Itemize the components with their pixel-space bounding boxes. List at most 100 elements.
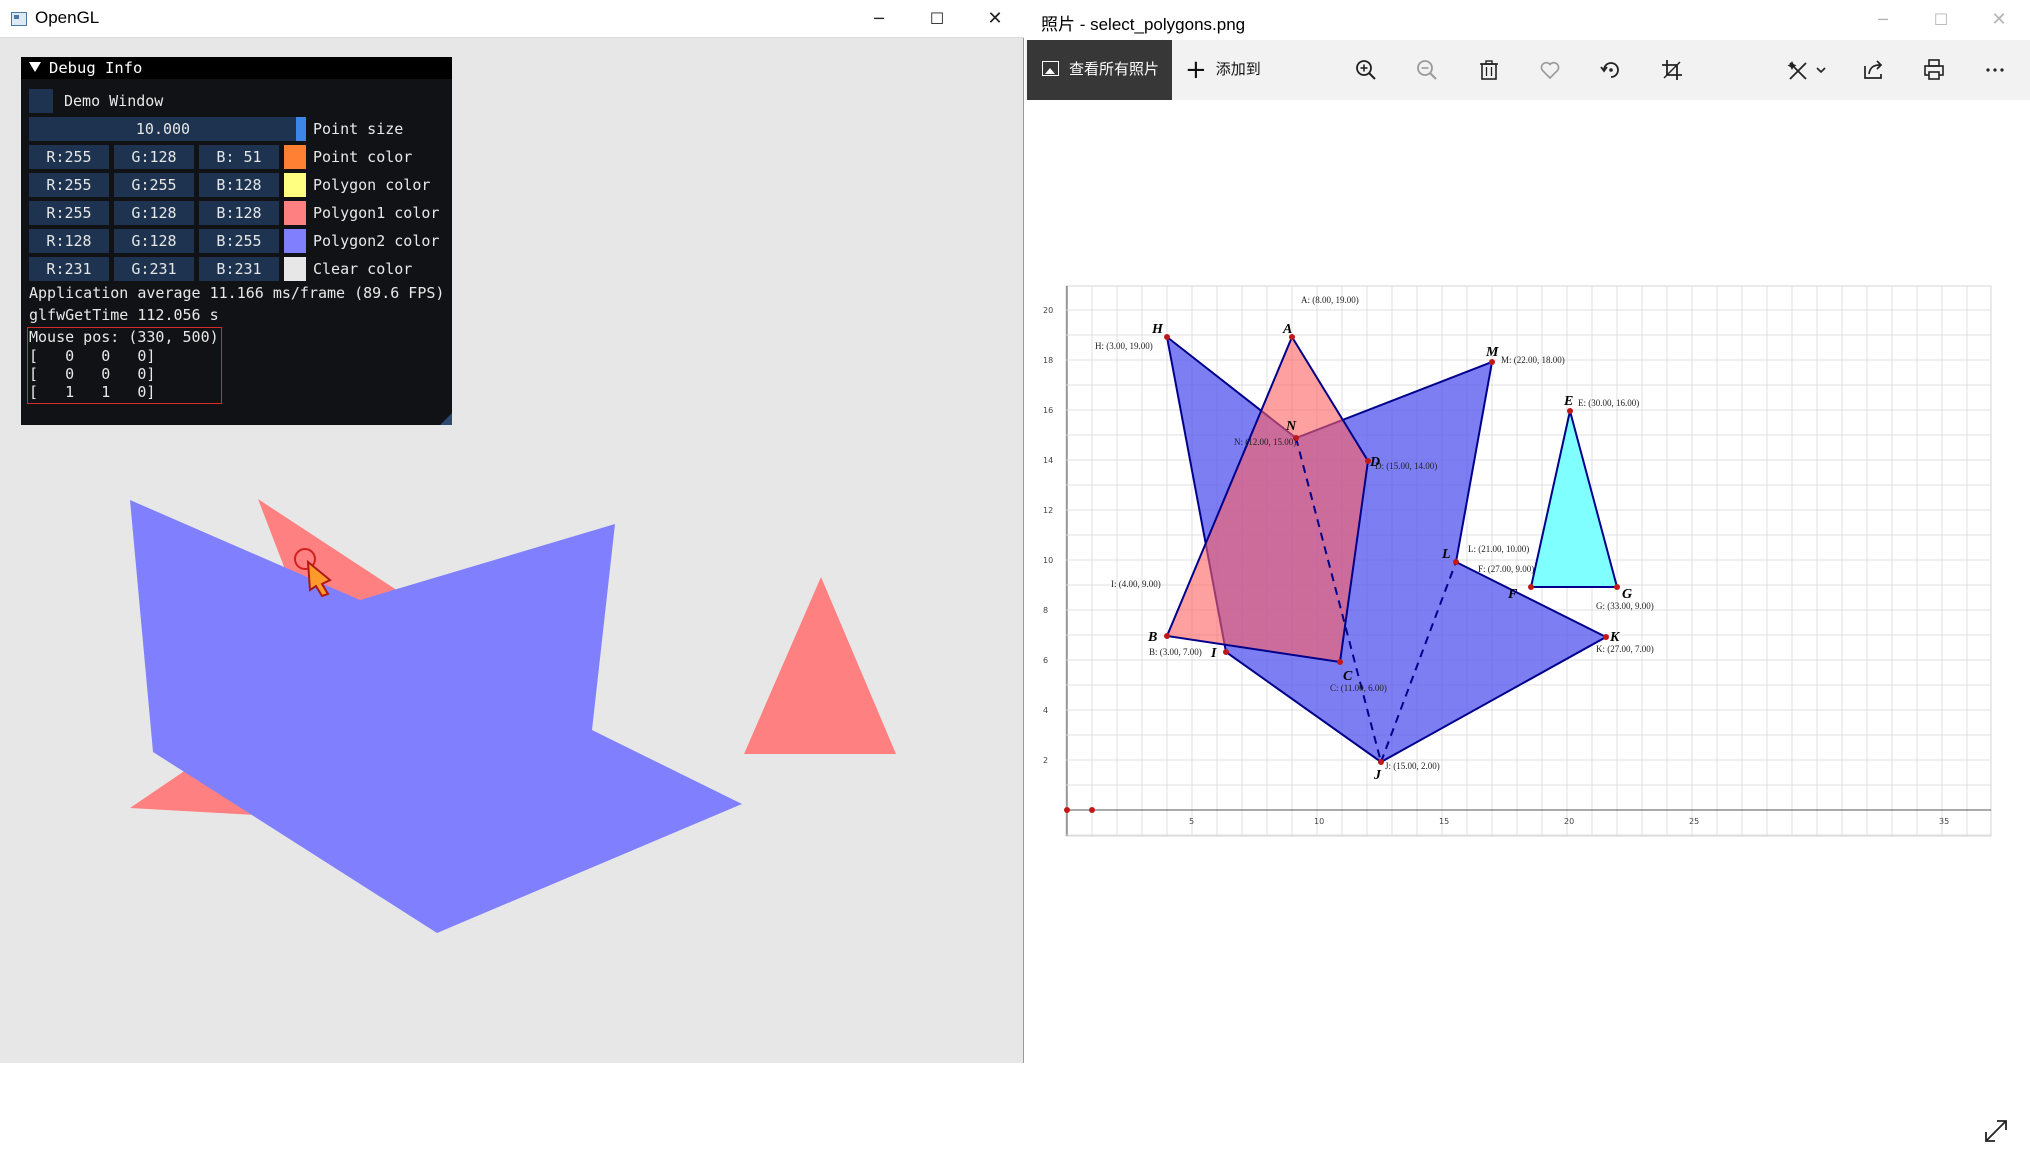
- letter-l: L: [1441, 547, 1451, 562]
- vertex-g: [1614, 584, 1620, 590]
- red-channel-input[interactable]: R:255: [29, 201, 109, 225]
- matrix-row: [ 0 0 0]: [29, 347, 156, 365]
- collapse-triangle-icon[interactable]: [29, 62, 41, 72]
- coord-label-l: L: (21.00, 10.00): [1468, 544, 1529, 554]
- print-icon[interactable]: [1916, 52, 1952, 88]
- triangle-efg-shape: [1529, 410, 1619, 588]
- mouse-cursor-icon: [294, 548, 332, 598]
- polygon1-color-swatch[interactable]: [284, 201, 306, 225]
- opengl-window: OpenGL ─ ☐ ✕ Debug Info Demo Window 10.0…: [0, 0, 1024, 1063]
- x-tick-label: 10: [1314, 817, 1324, 826]
- letter-a: A: [1282, 322, 1292, 337]
- clear-color-swatch[interactable]: [284, 257, 306, 281]
- green-channel-input[interactable]: G:128: [114, 201, 194, 225]
- coord-label-e: E: (30.00, 16.00): [1578, 398, 1639, 408]
- origin-marker: [1089, 807, 1095, 813]
- letter-f: F: [1507, 587, 1518, 602]
- y-tick-label: 12: [1043, 506, 1053, 515]
- photos-window-title: 照片 - select_polygons.png: [1041, 15, 1246, 34]
- point-size-label: Point size: [313, 120, 404, 138]
- blue-channel-input[interactable]: B:128: [199, 201, 279, 225]
- expand-fullscreen-icon[interactable]: [1980, 1115, 2012, 1147]
- close-button[interactable]: ✕: [987, 8, 1003, 29]
- polygon-plot-image: 5 10 15 20 25 35 2 4 6 8 10 12 14 16 18 20: [1043, 285, 1992, 837]
- y-tick-label: 16: [1043, 406, 1053, 415]
- rotate-icon[interactable]: [1593, 52, 1629, 88]
- vertex-i: [1223, 649, 1229, 655]
- coord-label-h: H: (3.00, 19.00): [1095, 341, 1153, 351]
- crop-icon[interactable]: [1654, 52, 1690, 88]
- favorite-icon[interactable]: [1532, 52, 1568, 88]
- vertex-k: [1603, 634, 1609, 640]
- vertex-markers: [1064, 334, 1620, 813]
- vertex-h: [1164, 334, 1170, 340]
- polygon-color-swatch[interactable]: [284, 173, 306, 197]
- red-channel-input[interactable]: R:255: [29, 173, 109, 197]
- y-tick-label: 6: [1043, 656, 1048, 665]
- coord-label-d: D: (15.00, 14.00): [1375, 461, 1437, 471]
- dashed-line-jl: [1380, 561, 1457, 763]
- letter-i: I: [1210, 646, 1217, 661]
- x-tick-label: 25: [1689, 817, 1699, 826]
- resize-grip-icon[interactable]: [440, 413, 452, 425]
- blue-channel-input[interactable]: B:255: [199, 229, 279, 253]
- view-all-photos-button[interactable]: 查看所有照片: [1027, 40, 1172, 100]
- point-color-swatch[interactable]: [284, 145, 306, 169]
- maximize-button[interactable]: ☐: [929, 9, 945, 28]
- letter-g: G: [1622, 587, 1632, 602]
- minimize-button[interactable]: ─: [1878, 10, 1888, 29]
- coord-label-f: F: (27.00, 9.00): [1478, 564, 1534, 574]
- minimize-button[interactable]: ─: [874, 9, 884, 28]
- y-tick-label: 18: [1043, 356, 1053, 365]
- letter-c: C: [1343, 669, 1353, 684]
- slider-grab[interactable]: [296, 117, 306, 141]
- y-tick-label: 14: [1043, 456, 1053, 465]
- debug-panel-header[interactable]: Debug Info: [21, 57, 452, 79]
- color-label: Clear color: [313, 260, 413, 278]
- polygon2-color-swatch[interactable]: [284, 229, 306, 253]
- coord-label-a: A: (8.00, 19.00): [1301, 295, 1359, 305]
- share-icon[interactable]: [1855, 52, 1891, 88]
- coord-label-m: M: (22.00, 18.00): [1501, 355, 1565, 365]
- more-icon[interactable]: [1977, 52, 2013, 88]
- edit-icon[interactable]: [1781, 52, 1831, 88]
- blue-star-polygon: [130, 500, 742, 933]
- red-channel-input[interactable]: R:128: [29, 229, 109, 253]
- green-channel-input[interactable]: G:231: [114, 257, 194, 281]
- vertex-j: [1378, 759, 1384, 765]
- delete-icon[interactable]: [1471, 52, 1507, 88]
- vertex-e: [1567, 408, 1573, 414]
- x-tick-label: 35: [1939, 817, 1949, 826]
- vertex-d: [1365, 458, 1371, 464]
- close-button[interactable]: ✕: [1991, 9, 2007, 30]
- vertex-m: [1489, 359, 1495, 365]
- opengl-titlebar: OpenGL ─ ☐ ✕: [0, 0, 1024, 38]
- vertex-a: [1289, 334, 1295, 340]
- opengl-canvas[interactable]: [0, 38, 1024, 1063]
- green-channel-input[interactable]: G:128: [114, 229, 194, 253]
- green-channel-input[interactable]: G:128: [114, 145, 194, 169]
- red-channel-input[interactable]: R:255: [29, 145, 109, 169]
- point-size-slider[interactable]: 10.000: [29, 117, 297, 141]
- blue-channel-input[interactable]: B:231: [199, 257, 279, 281]
- green-channel-input[interactable]: G:255: [114, 173, 194, 197]
- red-channel-input[interactable]: R:231: [29, 257, 109, 281]
- blue-channel-input[interactable]: B: 51: [199, 145, 279, 169]
- vertex-c: [1337, 659, 1343, 665]
- zoom-in-icon[interactable]: [1348, 52, 1384, 88]
- y-tick-label: 8: [1043, 606, 1048, 615]
- letter-h: H: [1151, 322, 1164, 337]
- vertex-b: [1164, 633, 1170, 639]
- photo-viewer[interactable]: 5 10 15 20 25 35 2 4 6 8 10 12 14 16 18 20: [1025, 100, 2030, 1142]
- vertex-letters: A B C D E F G H I J K L M N: [1147, 322, 1632, 783]
- debug-info-panel[interactable]: Debug Info Demo Window 10.000 Point size…: [21, 57, 452, 425]
- maximize-button[interactable]: ☐: [1933, 10, 1949, 29]
- color-label: Polygon color: [313, 176, 431, 194]
- zoom-out-icon[interactable]: [1409, 52, 1445, 88]
- glfw-time-text: glfwGetTime 112.056 s: [29, 306, 219, 324]
- demo-window-checkbox[interactable]: [29, 89, 53, 113]
- blue-channel-input[interactable]: B:128: [199, 173, 279, 197]
- coord-label-k: K: (27.00, 7.00): [1596, 644, 1654, 654]
- plus-icon: +: [1185, 55, 1207, 85]
- add-to-button[interactable]: + 添加到: [1185, 55, 1261, 85]
